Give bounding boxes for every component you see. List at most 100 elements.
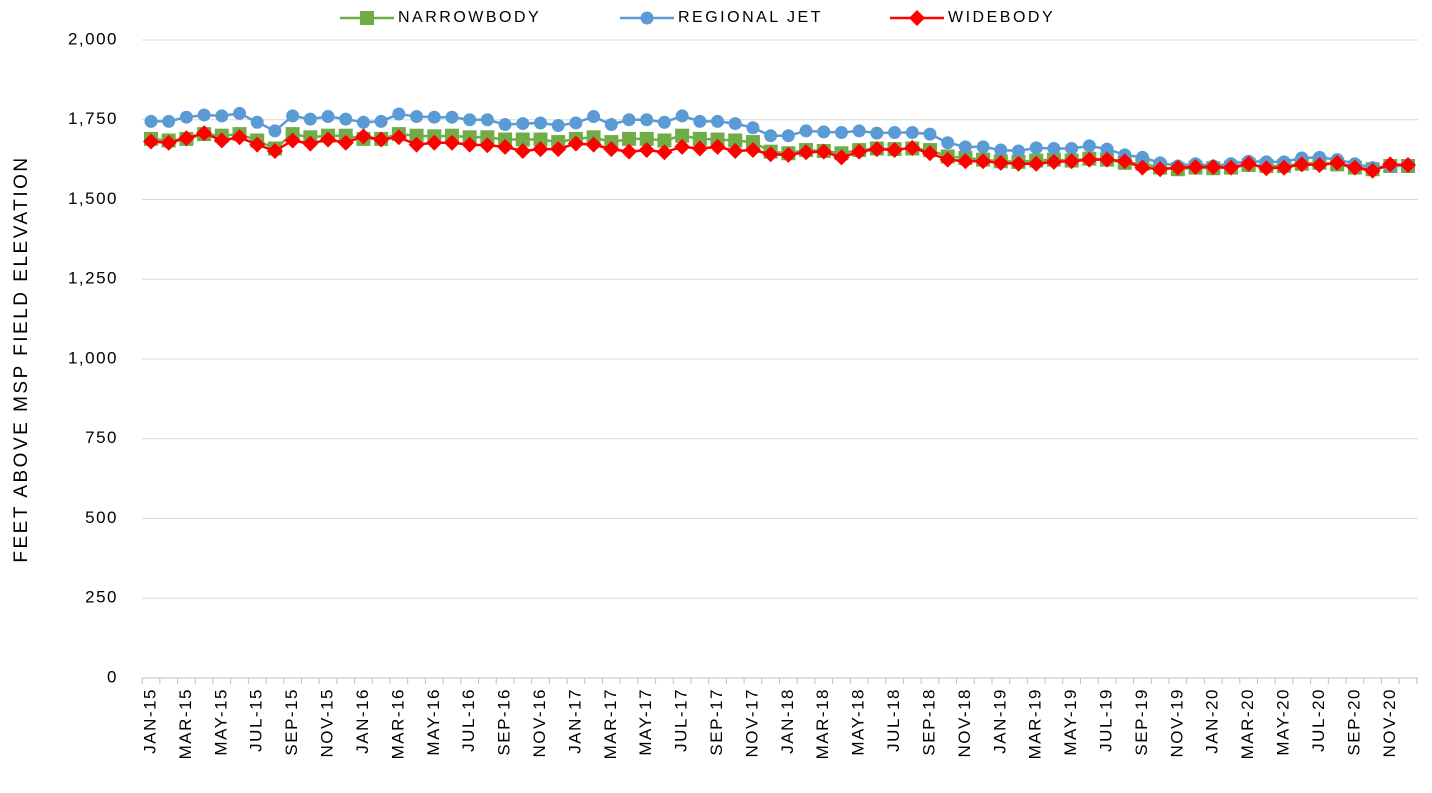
y-tick-label: 500 <box>85 508 118 527</box>
y-axis-label: FEET ABOVE MSP FIELD ELEVATION <box>11 155 32 562</box>
y-tick-label: 0 <box>107 667 118 686</box>
marker <box>709 138 726 155</box>
marker <box>1100 142 1114 156</box>
marker <box>939 151 956 168</box>
x-tick-label: MAY-19 <box>1061 688 1080 756</box>
marker <box>711 114 725 128</box>
marker <box>852 124 866 138</box>
marker <box>213 132 230 149</box>
marker <box>374 114 388 128</box>
x-tick-label: MAR-16 <box>388 688 407 759</box>
x-tick-label: SEP-18 <box>919 688 938 756</box>
marker <box>921 145 938 162</box>
marker <box>691 140 708 157</box>
marker <box>143 133 159 150</box>
marker <box>410 110 424 124</box>
marker <box>657 115 671 129</box>
marker <box>196 125 213 142</box>
marker <box>480 113 494 127</box>
marker <box>727 143 744 160</box>
marker <box>268 124 282 138</box>
marker <box>1258 160 1275 177</box>
y-tick-label: 1,000 <box>68 348 118 367</box>
marker <box>569 116 583 130</box>
marker <box>1293 156 1310 173</box>
marker <box>693 114 707 128</box>
marker <box>1382 156 1399 173</box>
x-tick-label: MAY-17 <box>636 688 655 756</box>
marker <box>302 135 319 152</box>
marker <box>1364 162 1381 179</box>
marker <box>498 118 512 132</box>
marker <box>550 141 567 158</box>
x-tick-label: JUL-18 <box>884 688 903 752</box>
marker <box>409 128 424 143</box>
marker <box>233 106 247 120</box>
marker <box>851 143 868 160</box>
x-tick-label: SEP-15 <box>282 688 301 756</box>
marker <box>337 134 354 151</box>
marker <box>1222 159 1239 176</box>
marker <box>1187 158 1204 175</box>
marker <box>514 143 531 160</box>
marker <box>1028 155 1045 172</box>
x-tick-label: NOV-19 <box>1167 688 1186 757</box>
marker <box>1045 153 1062 170</box>
x-tick-label: JUL-20 <box>1309 688 1328 752</box>
marker <box>1116 153 1133 170</box>
marker <box>728 133 743 148</box>
marker <box>958 140 972 154</box>
marker <box>905 126 919 140</box>
marker <box>764 129 778 143</box>
marker <box>321 110 335 124</box>
marker <box>957 153 974 170</box>
marker <box>1012 144 1026 158</box>
marker <box>443 134 460 151</box>
marker <box>160 134 177 151</box>
marker <box>762 146 779 163</box>
legend-label: WIDEBODY <box>948 9 1055 26</box>
marker <box>1082 139 1096 153</box>
marker <box>178 130 195 147</box>
marker <box>1010 155 1027 172</box>
marker <box>360 11 374 25</box>
series <box>143 125 1416 179</box>
marker <box>479 137 496 154</box>
marker <box>551 118 565 132</box>
marker <box>781 129 795 143</box>
marker <box>675 109 689 123</box>
marker <box>320 131 337 148</box>
marker <box>286 109 300 123</box>
x-tick-label: MAR-15 <box>176 688 195 759</box>
marker <box>585 136 602 153</box>
marker <box>888 126 902 140</box>
legend-label: REGIONAL JET <box>678 9 823 26</box>
marker <box>303 112 317 126</box>
marker <box>373 131 390 148</box>
marker <box>1152 161 1169 178</box>
marker <box>1135 150 1149 164</box>
marker <box>603 141 620 158</box>
x-tick-label: JAN-16 <box>353 688 372 754</box>
x-tick-label: JUL-17 <box>672 688 691 752</box>
y-tick-label: 1,500 <box>68 189 118 208</box>
marker <box>1311 157 1328 174</box>
marker <box>390 129 407 146</box>
marker <box>461 136 478 153</box>
x-tick-label: JAN-20 <box>1203 688 1222 754</box>
y-tick-label: 1,250 <box>68 269 118 288</box>
marker <box>355 128 372 145</box>
y-tick-label: 1,750 <box>68 109 118 128</box>
marker <box>1329 154 1346 171</box>
marker <box>941 136 955 150</box>
marker <box>886 142 903 159</box>
x-tick-label: MAR-17 <box>601 688 620 759</box>
marker <box>162 114 176 128</box>
marker <box>249 136 266 153</box>
marker <box>744 142 761 159</box>
marker <box>798 144 815 161</box>
marker <box>674 138 691 155</box>
marker <box>799 124 813 138</box>
x-tick-label: MAR-18 <box>813 688 832 759</box>
